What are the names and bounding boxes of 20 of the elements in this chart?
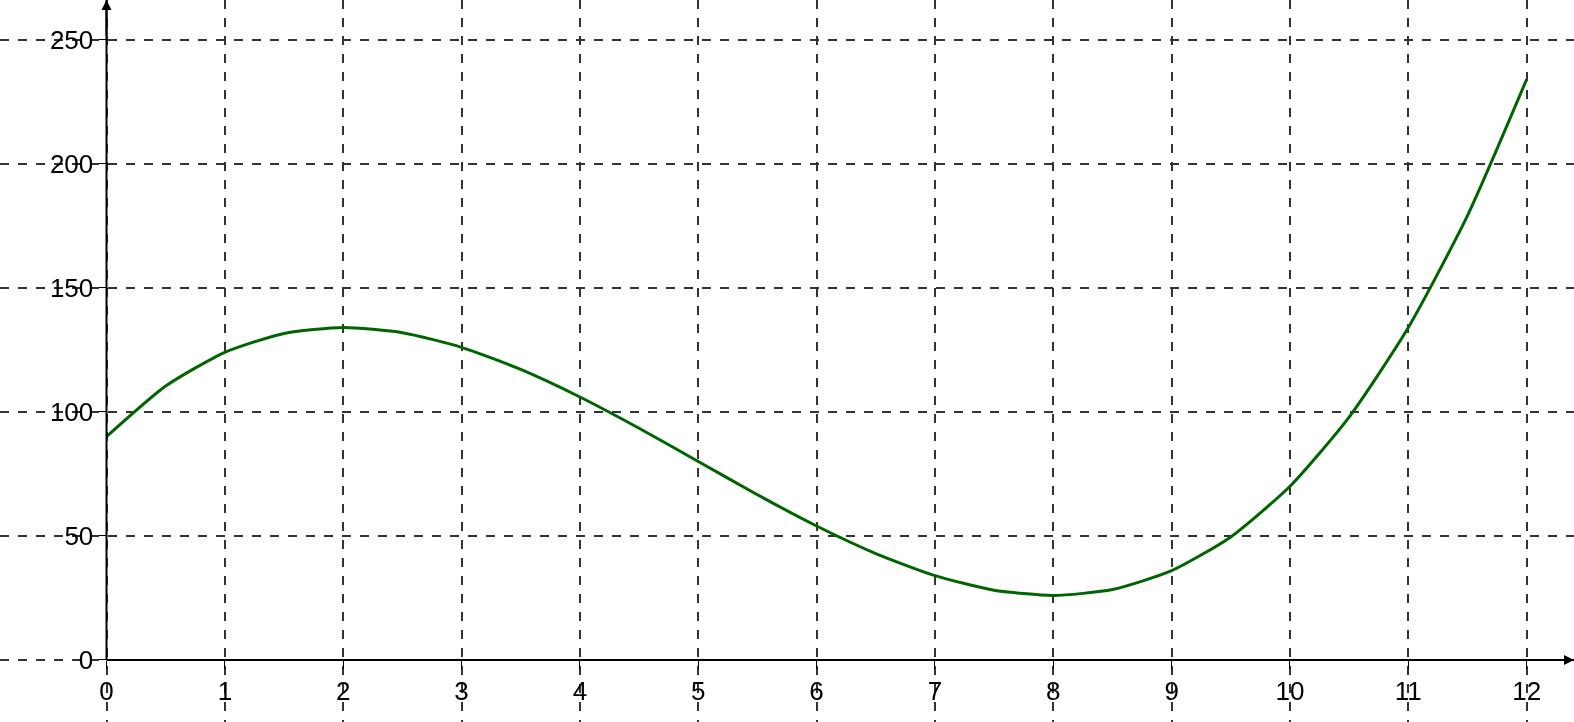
y-tick-label: 0 xyxy=(78,645,94,676)
x-tick-label: 12 xyxy=(1512,676,1542,707)
x-tick-label: 11 xyxy=(1394,676,1422,707)
y-tick-label: 200 xyxy=(49,148,94,179)
x-tick-label: 5 xyxy=(691,676,706,707)
x-tick-label: 3 xyxy=(454,676,469,707)
y-tick-label: 150 xyxy=(49,272,94,303)
x-tick-label: 2 xyxy=(335,676,351,707)
x-tick-label: 1 xyxy=(217,676,233,707)
x-tick-label: 4 xyxy=(572,676,588,707)
x-tick-label: 9 xyxy=(1164,676,1179,707)
y-tick-label: 250 xyxy=(49,24,94,55)
y-tick-label: 50 xyxy=(64,521,94,552)
x-tick-label: 6 xyxy=(809,676,824,707)
x-tick-label: 8 xyxy=(1046,676,1061,707)
x-tick-label: 7 xyxy=(927,676,943,707)
x-tick-label: 10 xyxy=(1275,676,1305,707)
y-tick-label: 100 xyxy=(49,396,94,427)
line-series xyxy=(105,77,1529,597)
x-tick-label: 0 xyxy=(99,676,114,707)
